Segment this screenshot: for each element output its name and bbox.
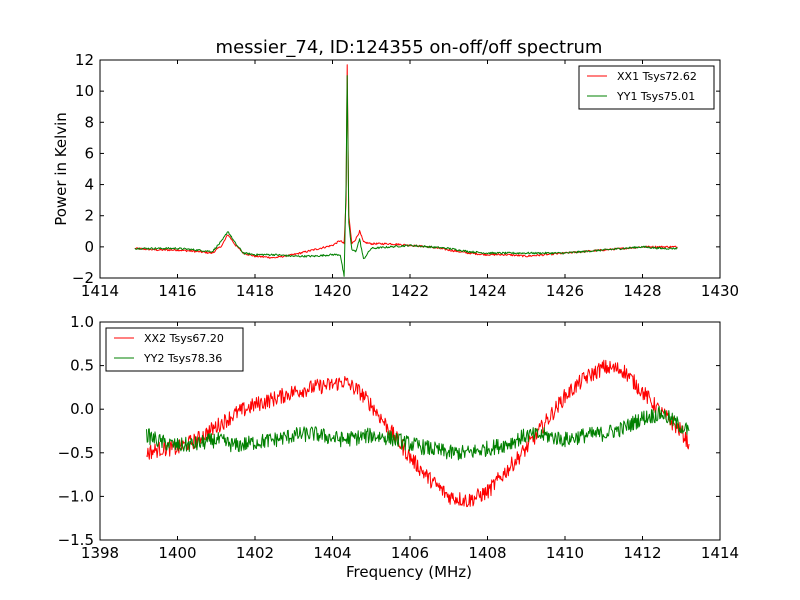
x-tick-label: 1408	[468, 544, 506, 562]
y-tick-label: 10	[75, 82, 94, 100]
y-tick-label: −1.5	[58, 531, 94, 549]
series-line-2-1	[146, 359, 690, 508]
y-tick-label: 12	[75, 51, 94, 69]
x-tick-label: 1422	[391, 282, 429, 300]
x-tick-label: 1400	[158, 544, 196, 562]
y-tick-label: 0.0	[70, 400, 94, 418]
y-tick-label: 2	[84, 207, 94, 225]
x-tick-label: 1414	[81, 282, 119, 300]
legend-box	[578, 65, 715, 110]
legend-2: XX2 Tsys67.20 YY2 Tsys78.36	[105, 327, 244, 372]
subplot-1: 1414 1416 1418 1420 1422 1424 1426 1428 1430 −2 0 2…	[72, 51, 739, 300]
legend-entry: YY1 Tsys75.01	[616, 90, 695, 103]
x-tick-label: 1398	[81, 544, 119, 562]
legend-entry: YY2 Tsys78.36	[143, 352, 222, 365]
x-tick-label: 1416	[158, 282, 196, 300]
y-tick-label: −2	[72, 269, 94, 287]
y-tick-label: 1.0	[70, 313, 94, 331]
x-tick-label: 1418	[236, 282, 274, 300]
y-tick-label: 6	[84, 144, 94, 162]
x-tick-label: 1412	[623, 544, 661, 562]
y-axis-label: Power in Kelvin	[52, 112, 70, 226]
legend-entry: XX2 Tsys67.20	[144, 332, 224, 345]
y-tick-label: −0.5	[58, 444, 94, 462]
subplot-2: 1398 1400 1402 1404 1406 1408 1410 1412 1414 −1.5…	[58, 313, 740, 562]
y-tick-label: 4	[84, 176, 94, 194]
legend-box	[105, 327, 244, 372]
series-line-2-2	[146, 405, 690, 461]
y-tick-label: −1.0	[58, 487, 94, 505]
legend-entry: XX1 Tsys72.62	[617, 70, 697, 83]
x-tick-label: 1424	[468, 282, 506, 300]
x-tick-label: 1420	[313, 282, 351, 300]
x-tick-label: 1428	[623, 282, 661, 300]
y-tick-label: 0	[84, 238, 94, 256]
legend-1: XX1 Tsys72.62 YY1 Tsys75.01	[578, 65, 715, 110]
x-tick-label: 1430	[701, 282, 739, 300]
x-tick-label: 1410	[546, 544, 584, 562]
series-line-1-2	[134, 75, 678, 277]
x-tick-label: 1414	[701, 544, 739, 562]
x-tick-label: 1406	[391, 544, 429, 562]
y-tick-label: 8	[84, 113, 94, 131]
y-tick-label: 0.5	[70, 357, 94, 375]
x-tick-label: 1402	[236, 544, 274, 562]
x-tick-label: 1426	[546, 282, 584, 300]
x-tick-label: 1404	[313, 544, 351, 562]
x-axis-label: Frequency (MHz)	[346, 563, 472, 581]
chart-title: messier_74, ID:124355 on-off/off spectru…	[216, 37, 603, 58]
